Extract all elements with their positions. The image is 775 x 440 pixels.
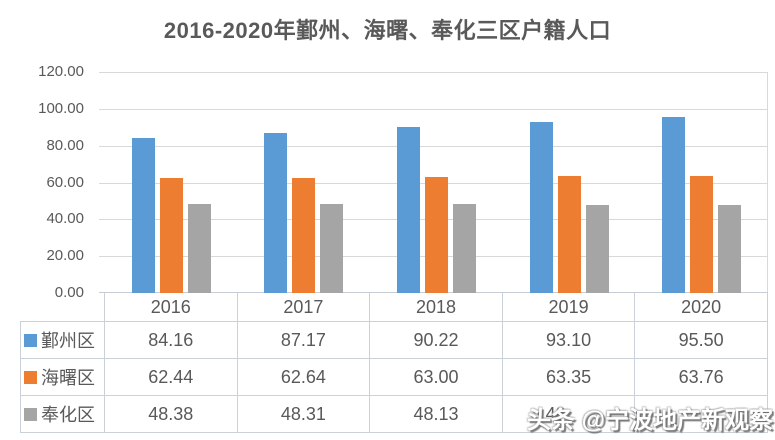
bar-haishu-2020[interactable] (690, 175, 714, 293)
bar-fenghua-2020[interactable] (718, 204, 742, 293)
row-label-haishu: 海曙区 (20, 359, 105, 396)
gridline (99, 146, 768, 147)
cell-yinzhou-2016: 84.16 (105, 322, 238, 359)
bar-yinzhou-2020[interactable] (662, 117, 686, 293)
bar-group-2016 (105, 72, 238, 293)
bar-haishu-2016[interactable] (159, 178, 183, 293)
watermark-toutiao: 头条 @宁波地产新观察 (526, 407, 773, 434)
year-header-2018: 2018 (370, 293, 503, 322)
cell-fenghua-2019: 48 (502, 396, 636, 433)
cell-haishu-2018: 63.00 (370, 359, 503, 396)
bar-haishu-2019[interactable] (557, 176, 581, 293)
row-label-text: 鄞州区 (41, 331, 95, 351)
bar-haishu-2018[interactable] (424, 177, 448, 293)
year-header-2016: 2016 (105, 293, 238, 322)
cell-fenghua-2016: 48.38 (105, 396, 238, 433)
bar-yinzhou-2016[interactable] (131, 138, 155, 293)
bar-group-2019 (503, 72, 636, 293)
year-header-2020: 2020 (635, 293, 768, 322)
y-axis-label: 0.00 (54, 284, 84, 301)
legend-swatch-haishu (24, 370, 37, 384)
y-axis-label: 60.00 (46, 173, 84, 191)
bar-group-2020 (635, 72, 768, 293)
row-label-text: 海曙区 (41, 368, 95, 388)
legend-swatch-yinzhou (24, 333, 37, 347)
bar-yinzhou-2019[interactable] (529, 121, 553, 293)
bar-yinzhou-2017[interactable] (264, 132, 288, 293)
cell-yinzhou-2019: 93.10 (502, 322, 636, 359)
bar-fenghua-2017[interactable] (320, 204, 344, 293)
gridline (99, 109, 768, 110)
cell-yinzhou-2017: 87.17 (237, 322, 371, 359)
bar-fenghua-2019[interactable] (585, 204, 609, 293)
cell-haishu-2020: 63.76 (635, 359, 768, 396)
cell-haishu-2016: 62.44 (105, 359, 238, 396)
data-table: 2016 2017 2018 2019 2020 鄞州区 84.16 87.17 90.22 93… (20, 293, 768, 433)
row-label-fenghua: 奉化区 (20, 396, 105, 433)
gridline (99, 72, 768, 73)
cell-fenghua-2018: 48.13 (370, 396, 503, 433)
y-axis-label: 100.00 (38, 99, 84, 117)
bar-yinzhou-2018[interactable] (396, 126, 420, 293)
cell-yinzhou-2020: 95.50 (635, 322, 768, 359)
y-axis-label: 120.00 (38, 63, 84, 80)
year-header-2019: 2019 (502, 293, 636, 322)
bar-fenghua-2016[interactable] (187, 203, 211, 293)
bar-haishu-2017[interactable] (292, 177, 316, 293)
cell-haishu-2017: 62.64 (237, 359, 371, 396)
bar-group-2017 (238, 72, 371, 293)
row-label-yinzhou: 鄞州区 (20, 322, 105, 359)
table-corner-cell (20, 293, 105, 322)
cell-fenghua-2020 (635, 396, 768, 433)
bar-fenghua-2018[interactable] (452, 204, 476, 293)
plot-area (99, 72, 768, 293)
cell-haishu-2019: 63.35 (502, 359, 636, 396)
y-axis-label: 20.00 (46, 247, 84, 265)
cell-fenghua-2017: 48.31 (237, 396, 371, 433)
y-axis-label: 40.00 (46, 210, 84, 228)
chart-title: 2016-2020年鄞州、海曙、奉化三区户籍人口 (163, 18, 612, 43)
row-label-text: 奉化区 (41, 405, 95, 425)
year-header-2017: 2017 (237, 293, 371, 322)
y-axis-label: 80.00 (46, 136, 84, 154)
cell-yinzhou-2018: 90.22 (370, 322, 503, 359)
bar-group-2018 (370, 72, 503, 293)
legend-swatch-fenghua (24, 407, 37, 421)
